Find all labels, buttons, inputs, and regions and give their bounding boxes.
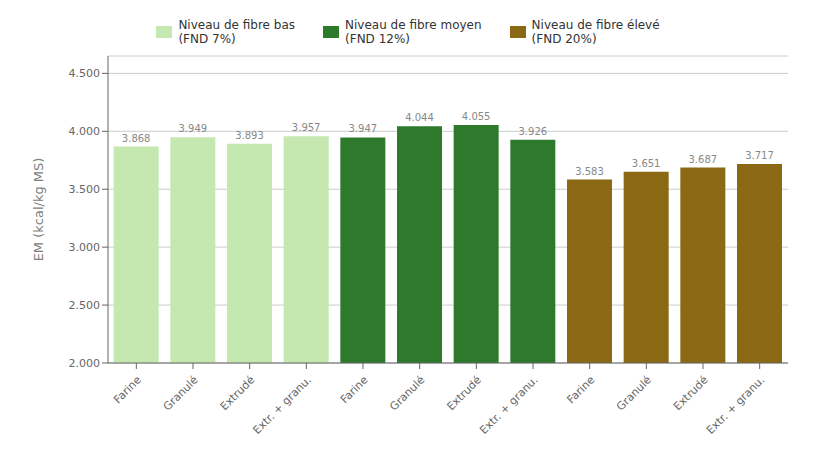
svg-text:Granulé: Granulé <box>161 373 201 413</box>
svg-text:Extrudé: Extrudé <box>218 373 258 413</box>
svg-text:3.949: 3.949 <box>179 123 208 134</box>
svg-text:Farine: Farine <box>111 373 144 406</box>
svg-text:Extr. + granu.: Extr. + granu. <box>251 373 314 436</box>
svg-text:Extrudé: Extrudé <box>671 373 711 413</box>
svg-text:3.000: 3.000 <box>69 241 101 254</box>
svg-text:2.500: 2.500 <box>69 299 101 312</box>
svg-text:2.000: 2.000 <box>69 357 101 370</box>
svg-text:3.583: 3.583 <box>575 166 604 177</box>
svg-text:EM (kcal/kg MS): EM (kcal/kg MS) <box>31 158 46 262</box>
html-text:Niveau de fibre moyen (FND 12%: Niveau de fibre moyen (FND 12%) <box>345 18 482 46</box>
svg-text:4.044: 4.044 <box>405 112 434 123</box>
svg-text:Farine: Farine <box>338 373 371 406</box>
svg-text:3.687: 3.687 <box>689 154 718 165</box>
svg-text:Farine: Farine <box>565 373 598 406</box>
svg-text:3.893: 3.893 <box>235 130 264 141</box>
svg-text:3.500: 3.500 <box>69 183 101 196</box>
svg-text:3.957: 3.957 <box>292 122 321 133</box>
svg-text:Granulé: Granulé <box>387 373 427 413</box>
svg-text:Extr. + granu.: Extr. + granu. <box>477 373 540 436</box>
svg-text:Granulé: Granulé <box>614 373 654 413</box>
svg-text:3.926: 3.926 <box>519 126 548 137</box>
svg-text:4.055: 4.055 <box>462 111 491 122</box>
svg-text:3.868: 3.868 <box>122 133 151 144</box>
svg-text:4.000: 4.000 <box>69 125 101 138</box>
html-text:Niveau de fibre bas (FND 7%): Niveau de fibre bas (FND 7%) <box>178 18 295 46</box>
svg-text:3.717: 3.717 <box>745 150 774 161</box>
html-text:Niveau de fibre élevé (FND 20%: Niveau de fibre élevé (FND 20%) <box>531 18 660 46</box>
svg-text:Extr. + granu.: Extr. + granu. <box>704 373 767 436</box>
svg-text:3.651: 3.651 <box>632 158 661 169</box>
svg-text:4.500: 4.500 <box>69 67 101 80</box>
svg-text:3.947: 3.947 <box>349 123 378 134</box>
svg-text:Extrudé: Extrudé <box>444 373 484 413</box>
